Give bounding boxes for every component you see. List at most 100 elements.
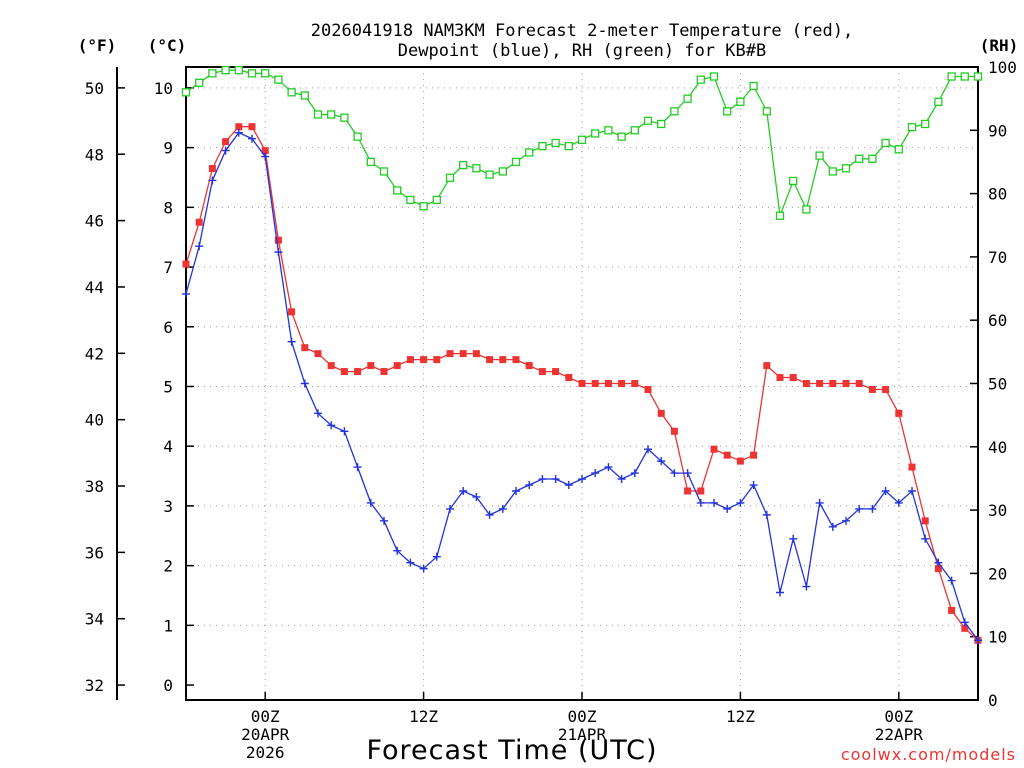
temperature-point [631, 380, 639, 387]
dewpoint-point [657, 457, 666, 466]
temperature-point [525, 362, 533, 370]
temperature-point [789, 374, 797, 382]
temperature-point [538, 368, 546, 376]
temperature-point [565, 374, 573, 382]
dewpoint-point [894, 498, 903, 507]
dewpoint-point [314, 409, 322, 418]
fahrenheit-tick-label: 38 [85, 477, 104, 496]
rh-point [300, 91, 309, 100]
dewpoint-point [723, 504, 732, 513]
rh-point [538, 141, 547, 151]
temperature-point [644, 385, 652, 393]
fahrenheit-tick-label: 48 [85, 145, 104, 164]
rh-point [670, 107, 679, 116]
temperature-point [340, 368, 348, 376]
dewpoint-point [591, 469, 600, 478]
dewpoint-point [696, 498, 705, 507]
fahrenheit-tick-label: 46 [85, 212, 104, 231]
temperature-point [670, 427, 678, 435]
rh-tick-label: 50 [988, 375, 1007, 394]
temperature-point [750, 451, 758, 459]
rh-point [340, 113, 349, 122]
rh-point [973, 72, 983, 81]
temperature-point [182, 260, 190, 268]
rh-tick-label: 0 [988, 691, 998, 710]
rh-point [604, 126, 613, 135]
temperature-point [921, 517, 929, 525]
temperature-point [776, 374, 784, 382]
rh-point [736, 97, 745, 106]
fahrenheit-ticks: 32 34 36 38 40 42 44 46 48 50 [85, 79, 125, 695]
temperature-point [578, 380, 586, 387]
temperature-point [406, 356, 414, 364]
rh-point [643, 116, 653, 125]
dewpoint-point [300, 379, 309, 388]
rh-point [247, 69, 257, 78]
fahrenheit-tick-label: 42 [85, 344, 104, 363]
rh-point [709, 72, 719, 81]
rh-point [657, 119, 666, 129]
dewpoint-point [828, 522, 837, 531]
temperature-point [697, 487, 705, 495]
celsius-tick-label: 2 [163, 557, 173, 576]
rh-point [445, 173, 455, 182]
rh-axis-label: (RH) [980, 36, 1019, 55]
temperature-point [855, 380, 863, 387]
dewpoint-point [446, 504, 454, 513]
x-tick-label: 12Z [409, 707, 438, 726]
dewpoint-point [842, 516, 850, 525]
dewpoint-point [551, 475, 560, 484]
dewpoint-point [234, 128, 243, 137]
dewpoint-point [855, 504, 864, 513]
temperature-point [868, 385, 876, 393]
temperature-point [367, 362, 375, 370]
temperature-series [182, 123, 982, 644]
rh-point [379, 167, 389, 176]
celsius-tick-label: 1 [163, 616, 173, 635]
rh-tick-label: 100 [988, 58, 1017, 77]
x-tick-label: 21APR [558, 725, 607, 744]
rh-point [762, 107, 771, 116]
celsius-ticks: 0 1 2 3 4 5 6 7 8 9 10 [154, 79, 194, 695]
rh-point [274, 75, 283, 84]
rh-tick-label: 60 [988, 311, 1007, 330]
rh-point [577, 135, 587, 144]
dewpoint-point [208, 176, 217, 185]
rh-point [564, 141, 573, 151]
celsius-tick-label: 5 [163, 377, 173, 396]
temperature-point [882, 385, 890, 393]
x-tick-label: 2026 [246, 743, 285, 762]
dewpoint-point [366, 498, 375, 507]
temperature-point [195, 218, 203, 226]
rh-point [881, 138, 890, 148]
celsius-tick-label: 9 [163, 139, 173, 158]
temperature-point [446, 350, 454, 358]
dewpoint-point [578, 475, 586, 484]
temperature-point [684, 487, 692, 495]
rh-point [960, 72, 969, 81]
dewpoint-point [630, 469, 639, 478]
dewpoint-point [221, 146, 230, 155]
rh-point [366, 157, 375, 167]
dewpoint-point [340, 427, 349, 436]
rh-tick-label: 20 [988, 564, 1007, 583]
celsius-tick-label: 4 [163, 437, 173, 456]
temperature-point [472, 350, 480, 358]
rh-point [459, 160, 468, 170]
rh-point [749, 81, 758, 91]
rh-point [498, 167, 507, 176]
temperature-point [763, 362, 771, 370]
dewpoint-point [538, 475, 547, 484]
temperature-point [829, 380, 837, 387]
dewpoint-point [974, 636, 982, 645]
temperature-point [961, 624, 969, 632]
rh-tick-label: 30 [988, 501, 1007, 520]
temperature-point [222, 138, 230, 146]
rh-series [181, 66, 983, 220]
dewpoint-point [380, 516, 388, 525]
rh-point [630, 126, 639, 135]
dewpoint-point [802, 582, 811, 591]
rh-point [591, 129, 600, 138]
